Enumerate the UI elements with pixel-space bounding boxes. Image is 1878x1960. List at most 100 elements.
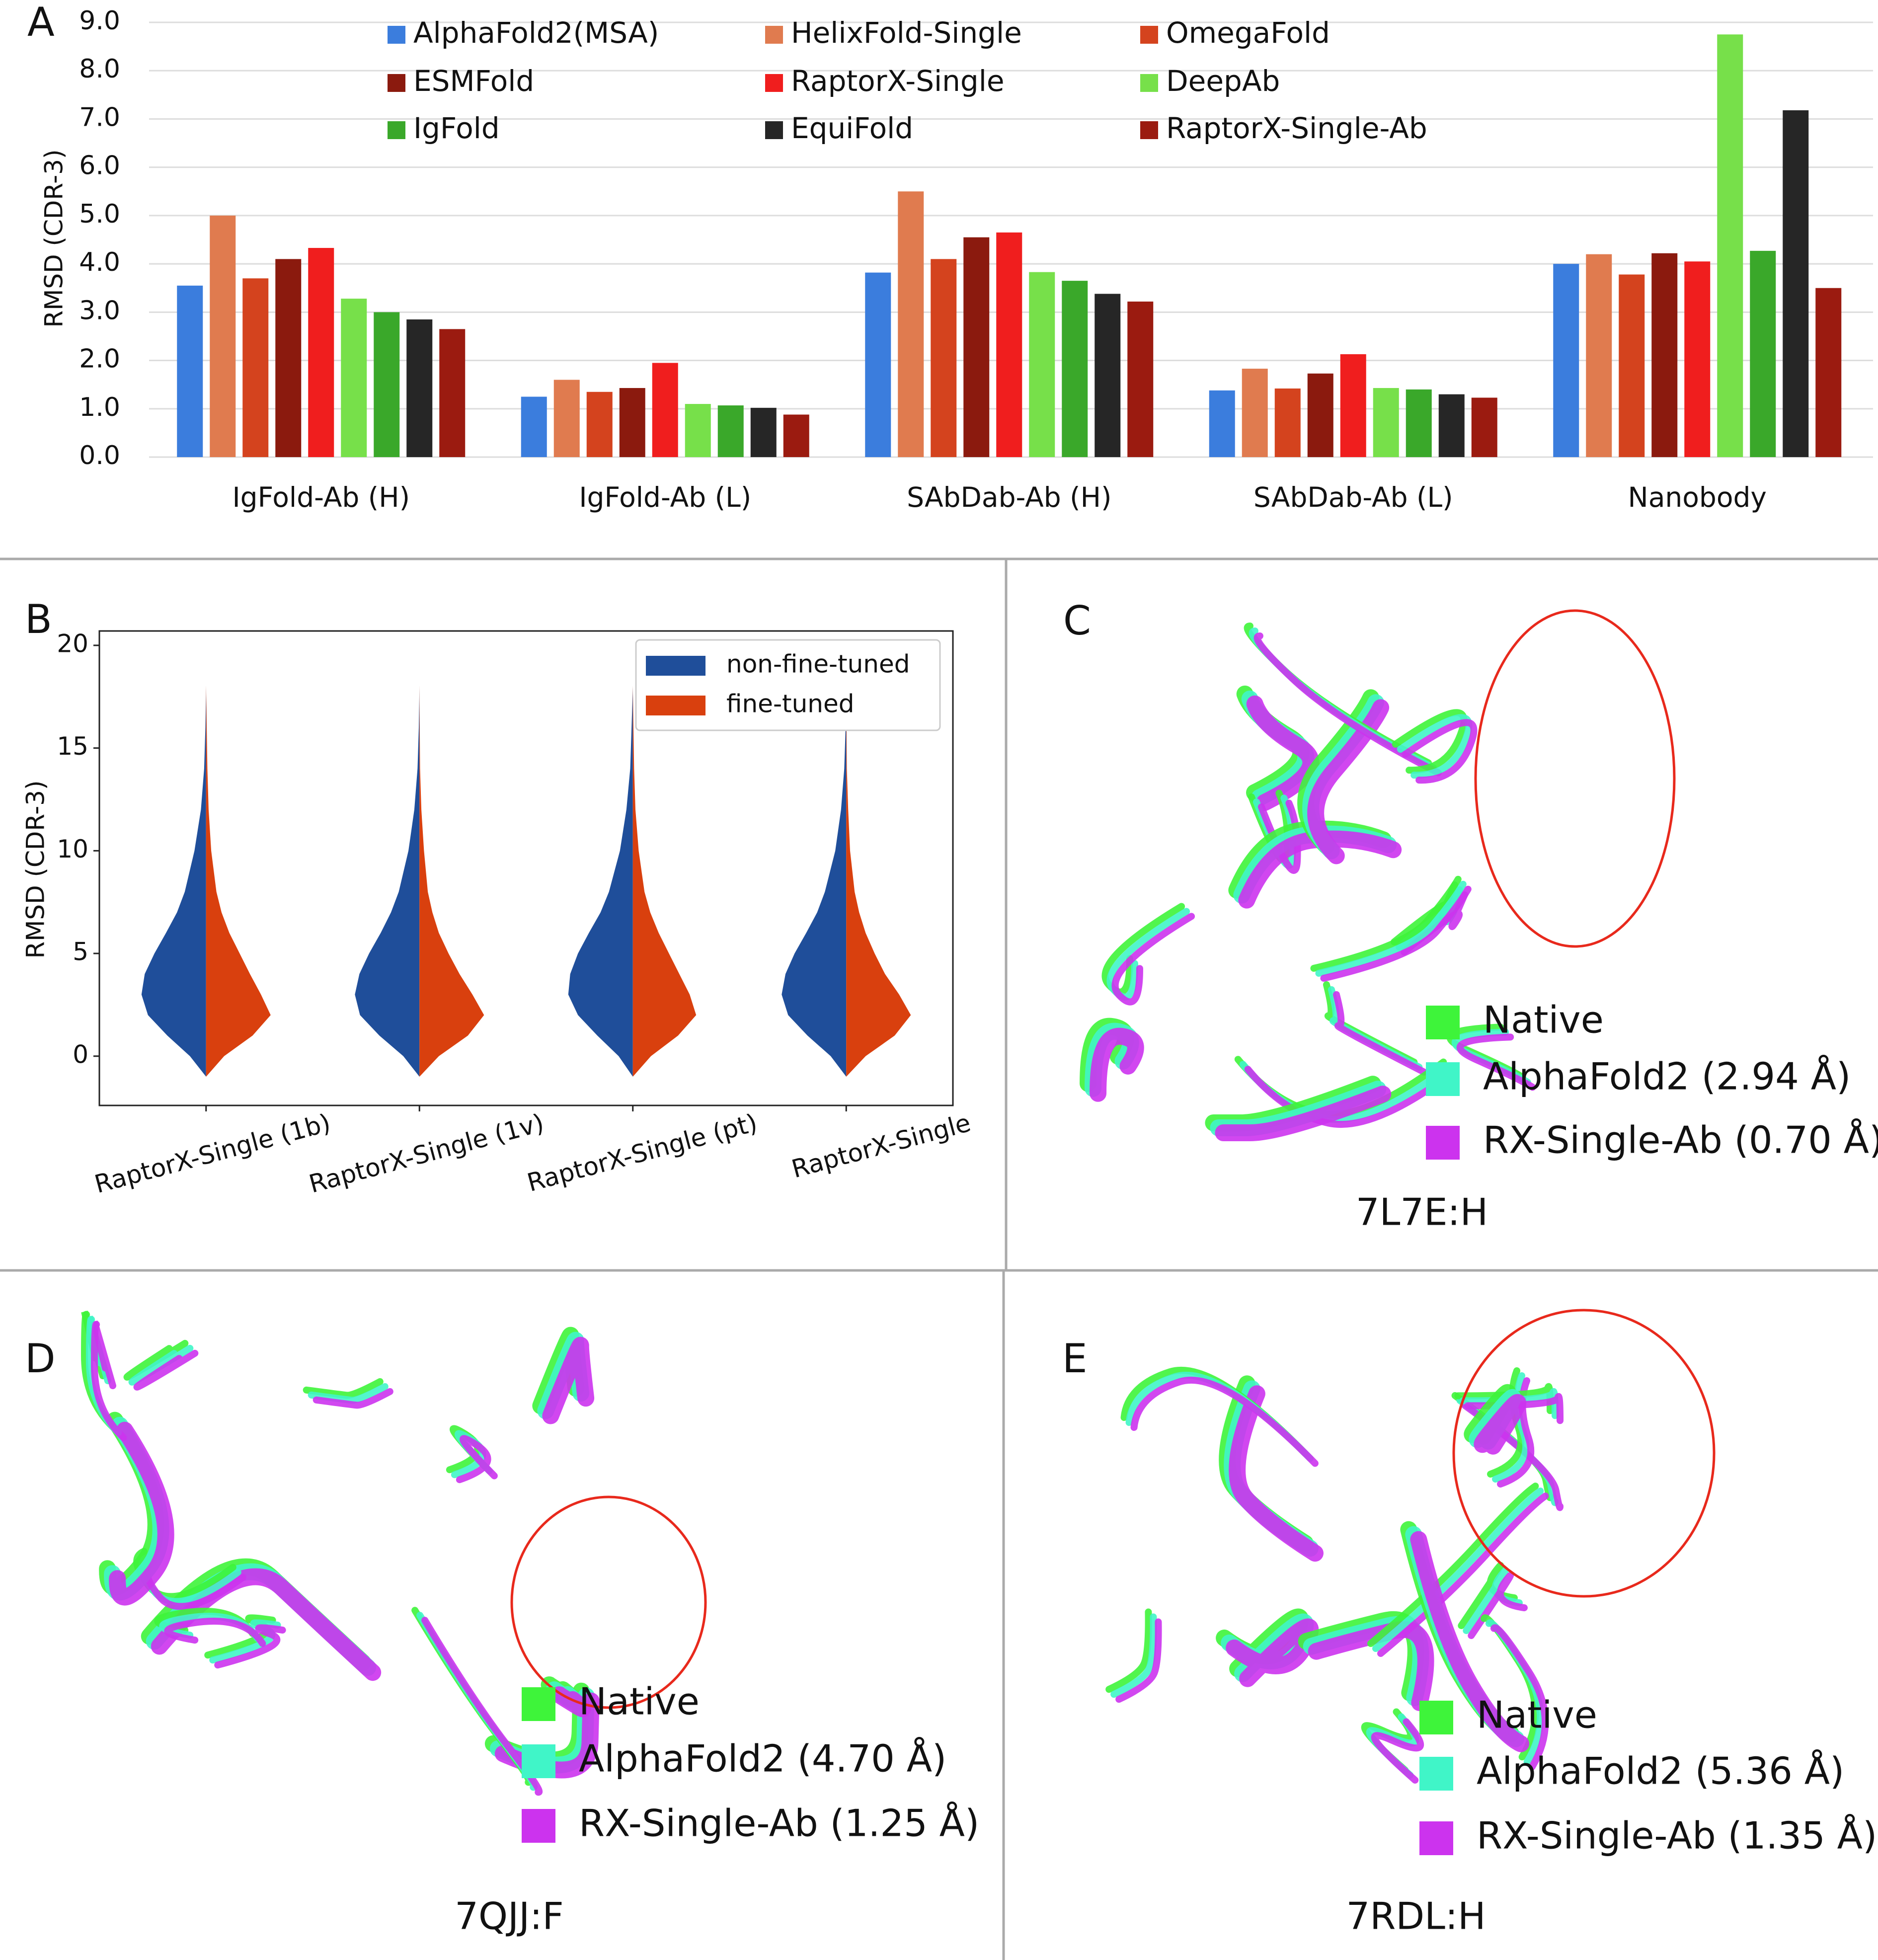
ribbon <box>1090 1027 1144 1102</box>
violin-half <box>419 686 484 1077</box>
legend-swatch <box>1140 121 1158 139</box>
structure-id: 7QJJ:F <box>455 1894 563 1938</box>
legend-label: RaptorX-Single <box>791 64 1005 98</box>
legend-label: IgFold <box>413 111 500 145</box>
legend-swatch <box>522 1687 555 1721</box>
ribbon <box>1115 1618 1162 1703</box>
ribbon <box>1111 913 1195 1006</box>
ribbon <box>1410 1531 1530 1752</box>
ribbon <box>109 1421 174 1606</box>
ribbon <box>1229 1385 1324 1562</box>
bar <box>308 248 334 457</box>
legend-label: HelixFold-Single <box>791 16 1022 50</box>
legend-swatch <box>1426 1006 1460 1039</box>
ribbon <box>214 1624 286 1669</box>
violin-half <box>632 686 697 1077</box>
bar <box>1406 389 1432 457</box>
legend-swatch <box>522 1744 555 1778</box>
y-tick-label: 5 <box>73 938 88 966</box>
ribbon <box>1372 1488 1544 1652</box>
bar <box>931 259 957 457</box>
ribbon <box>1397 714 1473 779</box>
ribbon <box>550 1686 591 1718</box>
bar <box>1274 388 1301 457</box>
bar <box>1651 253 1678 457</box>
ribbon <box>421 1617 543 1796</box>
ribbon <box>1215 1086 1392 1141</box>
legend-box <box>635 639 941 731</box>
violin-half <box>846 686 911 1077</box>
bar <box>586 392 613 457</box>
structure-id: 7L7E:H <box>1356 1190 1488 1234</box>
protein-structure <box>1105 1366 1564 1784</box>
bar <box>406 319 433 457</box>
legend-swatch <box>765 121 783 139</box>
bar <box>652 363 678 457</box>
ribbon <box>1320 885 1472 982</box>
ribbon <box>1332 991 1428 1076</box>
ribbon <box>1253 632 1442 777</box>
x-tick-label: SAbDab-Ab (H) <box>907 481 1111 513</box>
y-tick-label: 4.0 <box>79 247 120 277</box>
panel-label: C <box>1063 598 1091 644</box>
legend-label: AlphaFold2 (4.70 Å) <box>579 1737 946 1781</box>
plot-frame <box>98 630 954 1106</box>
bar <box>1029 272 1055 457</box>
bar <box>1684 261 1711 457</box>
bar <box>1242 369 1268 457</box>
bar <box>439 329 466 457</box>
ribbon <box>542 1336 595 1424</box>
ribbon <box>164 1618 266 1647</box>
y-tick-label: 9.0 <box>79 6 120 36</box>
ribbon <box>1468 1571 1528 1639</box>
bar <box>1619 274 1645 457</box>
legend-swatch <box>1419 1701 1453 1734</box>
y-tick-label: 8.0 <box>79 54 120 84</box>
protein-structure <box>80 1311 600 1796</box>
bar <box>865 272 891 457</box>
bar <box>717 405 744 457</box>
ribbon <box>303 1378 384 1399</box>
y-tick-label: 1.0 <box>79 392 120 422</box>
legend-label: Native <box>579 1680 700 1724</box>
highlight-circle <box>1474 609 1676 948</box>
legend-swatch <box>765 74 783 92</box>
legend-swatch <box>1140 74 1158 92</box>
legend-swatch <box>1419 1757 1453 1791</box>
legend-label: EquiFold <box>791 111 913 145</box>
violin-half <box>568 686 633 1077</box>
legend-label: OmegaFold <box>1166 16 1330 50</box>
ribbon <box>1105 1608 1152 1693</box>
bar <box>1815 288 1842 457</box>
y-axis-label: RMSD (CDR-3) <box>40 149 69 327</box>
bar <box>1062 281 1088 457</box>
protein-structure <box>1080 623 1536 1141</box>
bar <box>619 388 645 457</box>
legend-swatch <box>646 656 705 676</box>
x-tick-label: IgFold-Ab (L) <box>579 481 751 513</box>
ribbon <box>1371 1718 1424 1784</box>
panel-label: E <box>1062 1335 1088 1382</box>
legend-swatch <box>388 26 405 44</box>
bar <box>1783 110 1809 457</box>
bar <box>1471 397 1497 457</box>
legend-swatch <box>1426 1062 1460 1096</box>
violin-half <box>355 686 420 1077</box>
legend-label: AlphaFold2 (2.94 Å) <box>1483 1055 1851 1098</box>
bar <box>1307 373 1333 457</box>
legend-label: Native <box>1477 1693 1597 1737</box>
highlight-circle <box>510 1495 707 1709</box>
panel-label: D <box>25 1335 56 1382</box>
bar <box>783 414 809 457</box>
bar <box>242 278 269 457</box>
ribbon <box>1244 1066 1457 1128</box>
bar <box>553 380 580 457</box>
ribbon <box>1490 1624 1549 1771</box>
bar <box>1095 294 1121 457</box>
x-tick-label: Nanobody <box>1628 481 1767 513</box>
legend-swatch <box>765 26 783 44</box>
y-tick-label: 10 <box>57 835 88 863</box>
structure-id: 7RDL:H <box>1346 1894 1486 1938</box>
